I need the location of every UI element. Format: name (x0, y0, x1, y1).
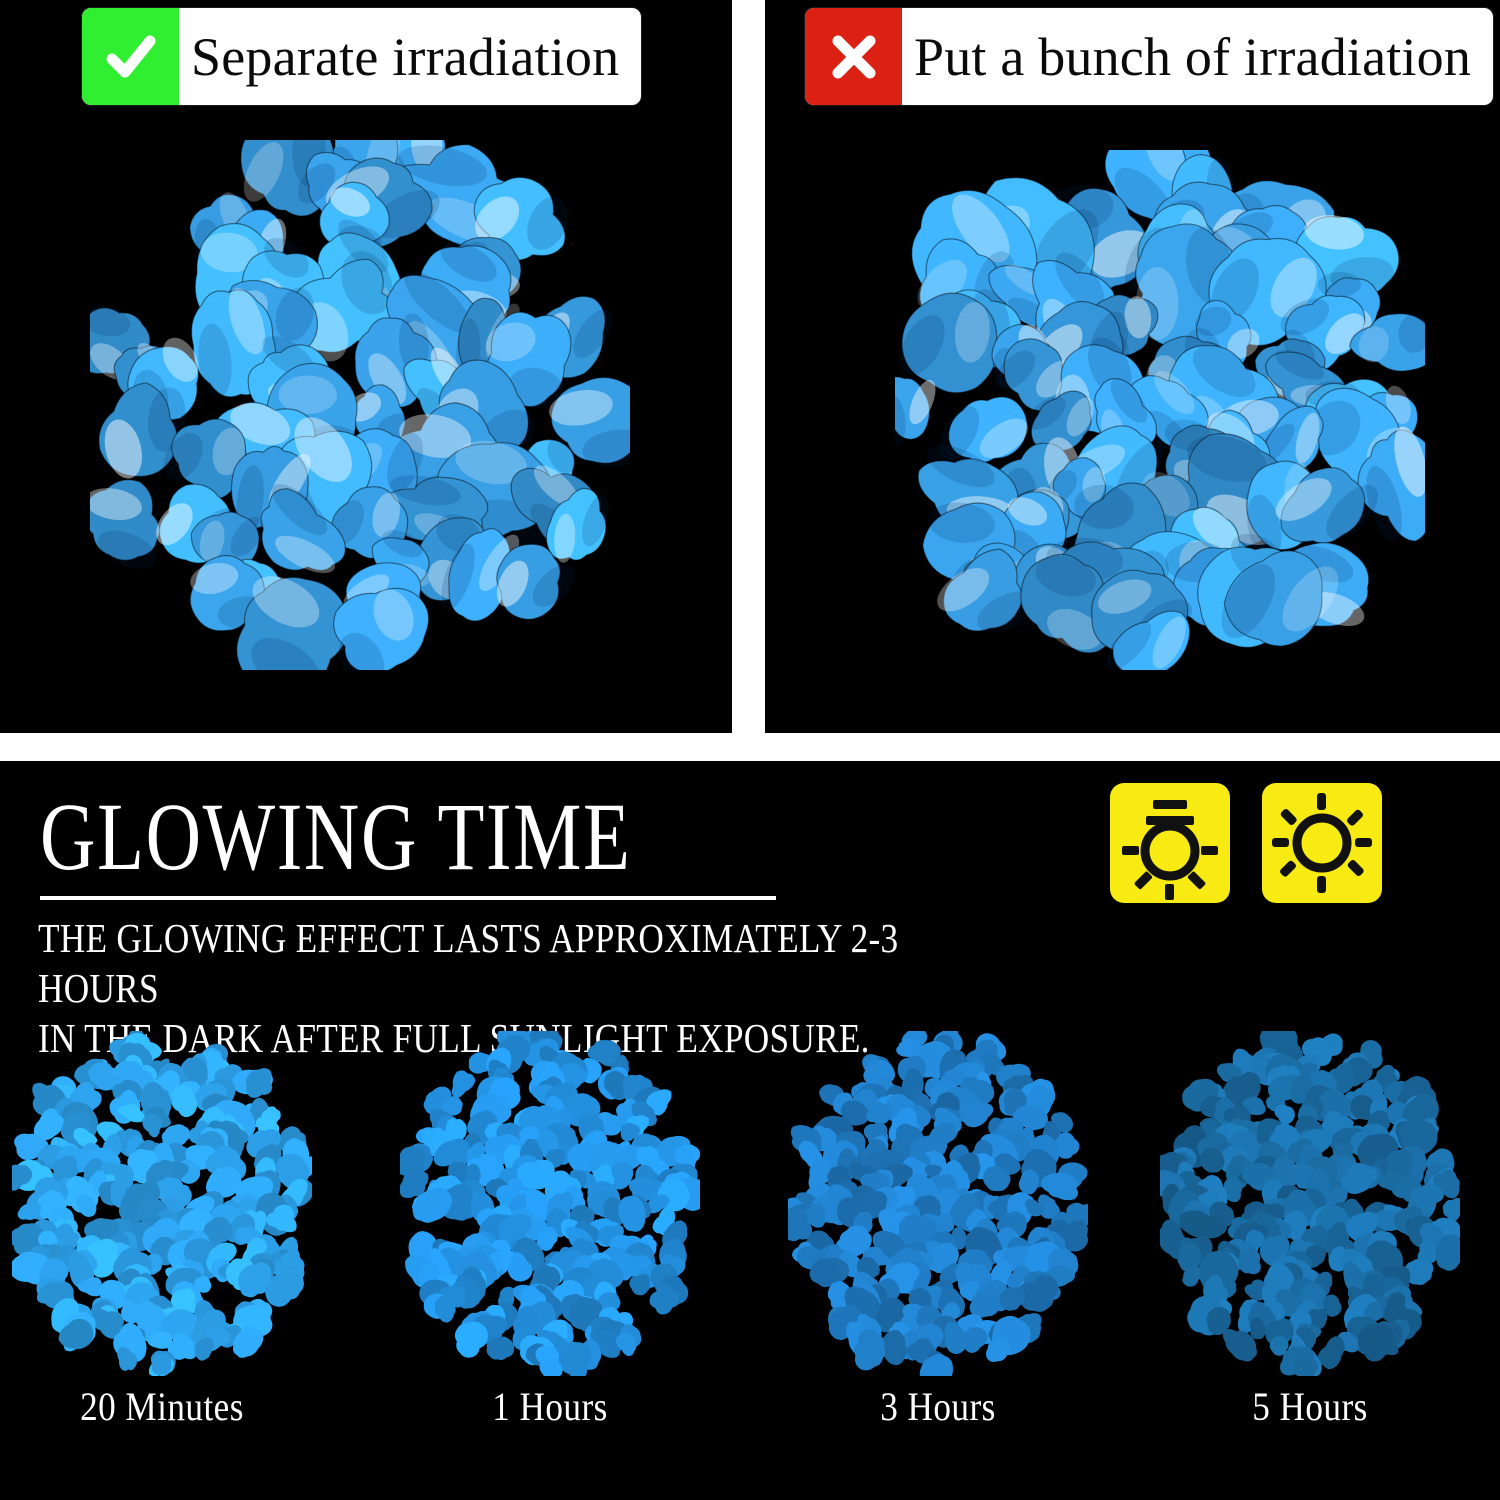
glow-sample-row: 20 Minutes 1 Hours 3 Hours 5 Hours (0, 1014, 1500, 1431)
pebble-photo-pile (895, 150, 1425, 670)
glow-disc-20-minutes (1, 1028, 317, 1377)
panel-separate-irradiation (0, 0, 732, 733)
lamp-icon (1110, 783, 1230, 903)
glow-sample-3: 5 Hours (1152, 1021, 1467, 1429)
vertical-divider (732, 0, 765, 733)
badge-bunch-irradiation: Put a bunch of irradiation (805, 8, 1494, 105)
check-icon (82, 8, 179, 105)
glow-label-3: 5 Hours (1252, 1384, 1368, 1429)
glow-disc-3-hours (780, 1025, 1097, 1393)
glowing-time-panel: GLOWING TIME THE GLOWING EFFECT LASTS AP… (0, 761, 1500, 1500)
panel-bunch-irradiation (765, 0, 1500, 733)
badge-separate-irradiation: Separate irradiation (82, 8, 642, 105)
page-title: GLOWING TIME (40, 783, 632, 890)
title-underline (40, 896, 776, 900)
glow-sample-1: 1 Hours (392, 1014, 710, 1429)
glow-label-0: 20 Minutes (80, 1384, 244, 1429)
glow-sample-0: 20 Minutes (1, 1028, 317, 1429)
glow-sample-2: 3 Hours (780, 1025, 1097, 1429)
badge-label-bunch: Put a bunch of irradiation (914, 26, 1472, 87)
sun-icon (1262, 783, 1382, 903)
badge-label-separate: Separate irradiation (191, 26, 620, 87)
cross-icon (805, 8, 902, 105)
page-subtitle: THE GLOWING EFFECT LASTS APPROXIMATELY 2… (38, 915, 899, 1061)
horizontal-divider (0, 733, 1500, 761)
glow-disc-1-hour (392, 1014, 710, 1380)
glow-label-2: 3 Hours (880, 1384, 996, 1429)
glow-label-1: 1 Hours (492, 1384, 608, 1429)
pebble-photo-spread (90, 140, 630, 670)
glow-disc-5-hours (1152, 1021, 1467, 1381)
comparison-row: Separate irradiation Put a bunch of irra… (0, 0, 1500, 733)
